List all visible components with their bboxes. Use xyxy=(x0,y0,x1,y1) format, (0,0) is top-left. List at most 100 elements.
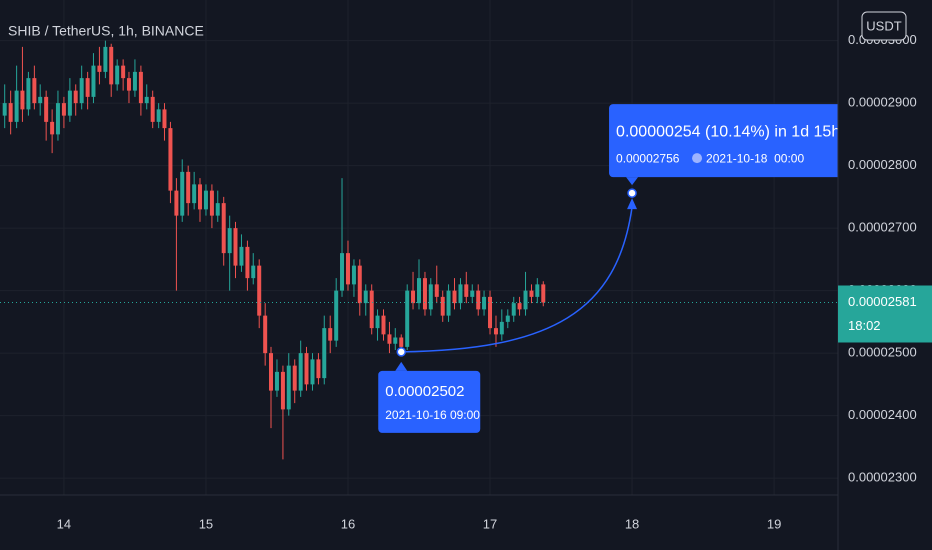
candle-body xyxy=(132,71,137,91)
candle-body xyxy=(523,290,528,310)
candle-body xyxy=(286,365,291,410)
candle-body xyxy=(221,203,226,254)
current-price-badge xyxy=(838,285,932,343)
clock-icon xyxy=(692,153,703,164)
candle-body xyxy=(73,90,78,104)
candle-body xyxy=(535,284,540,297)
candle-body xyxy=(67,90,72,116)
candle-body xyxy=(26,78,31,110)
candle-body xyxy=(144,96,149,104)
measure-point xyxy=(396,347,406,357)
candle-body xyxy=(292,365,297,391)
candle-body xyxy=(393,337,398,344)
measure-label-box xyxy=(609,104,838,178)
y-tick-label: 0.00002700 xyxy=(848,220,917,235)
candle-body xyxy=(488,296,493,329)
candle-body xyxy=(227,228,232,254)
measure-time-label: 2021-10-18 00:00 xyxy=(706,151,804,165)
candle-body xyxy=(434,284,439,297)
candle-body xyxy=(482,296,487,310)
candle-body xyxy=(233,228,238,266)
candle-body xyxy=(322,328,327,379)
y-tick-label: 0.00002300 xyxy=(848,470,917,485)
candle-body xyxy=(209,190,214,216)
currency-button-label[interactable]: USDT xyxy=(866,18,901,33)
candle-body xyxy=(476,290,481,310)
candle-body xyxy=(245,246,250,279)
candle-body xyxy=(458,284,463,304)
y-tick-label: 0.00002400 xyxy=(848,407,917,422)
candle-body xyxy=(180,171,185,216)
candle-body xyxy=(2,103,7,116)
candle-body xyxy=(91,65,96,97)
measure-change-label: 0.00000254 (10.14%) in 1d 15h xyxy=(616,123,840,140)
candle-body xyxy=(363,290,368,304)
candle-body xyxy=(375,315,380,329)
x-tick-label: 14 xyxy=(57,516,71,531)
candle-body xyxy=(50,121,55,135)
candle-body xyxy=(369,290,374,329)
measure-time-label: 2021-10-16 09:00 xyxy=(385,408,480,422)
y-tick-label: 0.00002900 xyxy=(848,95,917,110)
measure-arrow xyxy=(401,207,633,353)
candle-body xyxy=(381,315,386,335)
candle-body xyxy=(417,278,421,304)
candle-body xyxy=(304,353,309,385)
candle-body xyxy=(428,284,433,310)
candle-body xyxy=(440,296,445,316)
plot-area: 0.00002502 2021-10-16 09:00 0.00000254 (10… xyxy=(0,40,840,460)
candle-body xyxy=(197,184,202,210)
candle-body xyxy=(269,353,274,391)
candle-body xyxy=(138,71,143,104)
candle-body xyxy=(464,284,469,297)
x-tick-label: 15 xyxy=(199,516,213,531)
candle-body xyxy=(14,90,19,122)
candle-body xyxy=(126,78,131,91)
candle-body xyxy=(168,128,173,191)
candle-body xyxy=(174,190,179,216)
measure-price-label: 0.00002502 xyxy=(385,383,464,400)
candle-body xyxy=(109,46,114,85)
candle-body xyxy=(351,265,356,285)
candle-body xyxy=(340,253,345,291)
candle-body xyxy=(186,171,191,204)
candle-body xyxy=(38,96,43,104)
candle-body xyxy=(310,359,315,385)
candle-body xyxy=(493,328,498,335)
candle-body xyxy=(115,65,120,85)
candle-body xyxy=(97,65,102,72)
candle-body xyxy=(162,109,167,129)
label-pointer xyxy=(395,361,408,371)
candle-body xyxy=(274,371,279,391)
measure-price-label: 0.00002756 xyxy=(616,151,680,165)
candle-body xyxy=(345,253,350,285)
candle-body xyxy=(505,315,510,322)
x-tick-label: 18 xyxy=(625,516,639,531)
candle-body xyxy=(470,290,475,297)
x-tick-label: 17 xyxy=(483,516,497,531)
candle-body xyxy=(399,337,404,347)
x-tick-label: 16 xyxy=(341,516,355,531)
current-price-label: 0.00002581 xyxy=(848,294,917,309)
candle-body xyxy=(334,290,339,341)
candle-body xyxy=(8,103,13,122)
countdown-label: 18:02 xyxy=(848,318,881,333)
candle-body xyxy=(192,184,197,204)
candle-body xyxy=(316,359,321,379)
candle-body xyxy=(541,284,546,303)
candle-body xyxy=(411,290,416,304)
y-tick-label: 0.00002500 xyxy=(848,345,917,360)
candle-body xyxy=(387,334,392,344)
candle-body xyxy=(280,371,285,410)
candle-body xyxy=(357,265,362,304)
candle-body xyxy=(405,290,410,347)
candle-body xyxy=(79,78,84,104)
candle-body xyxy=(452,290,457,304)
candle-body xyxy=(61,103,66,116)
candle-body xyxy=(251,265,256,279)
label-pointer xyxy=(626,177,639,186)
candle-body xyxy=(203,190,208,210)
currency-button[interactable] xyxy=(861,11,907,41)
candle-body xyxy=(263,315,268,354)
